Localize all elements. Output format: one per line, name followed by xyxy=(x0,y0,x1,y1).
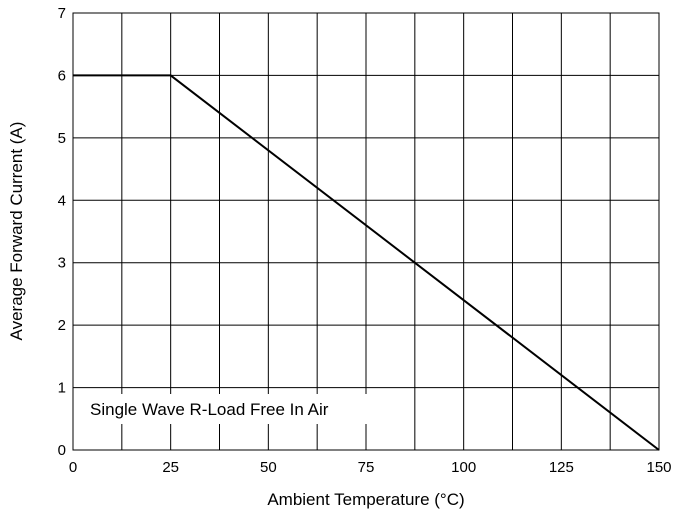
series-lines xyxy=(73,74,660,451)
y-tick-label: 2 xyxy=(58,317,66,334)
x-tick-label: 100 xyxy=(451,459,476,476)
y-tick-label: 5 xyxy=(58,130,66,147)
y-tick-label: 7 xyxy=(58,5,66,22)
series-line xyxy=(73,74,660,451)
y-tick-label: 6 xyxy=(58,67,66,84)
annotation-background xyxy=(83,394,411,424)
x-axis-label: Ambient Temperature (°C) xyxy=(267,490,464,509)
x-tick-label: 25 xyxy=(162,459,179,476)
y-tick-labels: 0 1 2 3 4 5 6 7 xyxy=(58,5,66,459)
x-tick-label: 150 xyxy=(646,459,671,476)
y-axis-label: Average Forward Current (A) xyxy=(7,122,26,341)
x-tick-label: 75 xyxy=(358,459,375,476)
chart-annotation: Single Wave R-Load Free In Air xyxy=(90,400,329,419)
y-tick-label: 0 xyxy=(58,442,66,459)
y-tick-label: 4 xyxy=(58,192,66,209)
y-tick-label: 3 xyxy=(58,255,66,272)
grid-lines xyxy=(72,12,660,451)
x-tick-labels: 0 25 50 75 100 125 150 xyxy=(69,459,672,476)
x-tick-label: 50 xyxy=(260,459,277,476)
plot-frame xyxy=(72,12,660,451)
y-tick-label: 1 xyxy=(58,380,66,397)
x-tick-label: 0 xyxy=(69,459,77,476)
x-tick-label: 125 xyxy=(549,459,574,476)
